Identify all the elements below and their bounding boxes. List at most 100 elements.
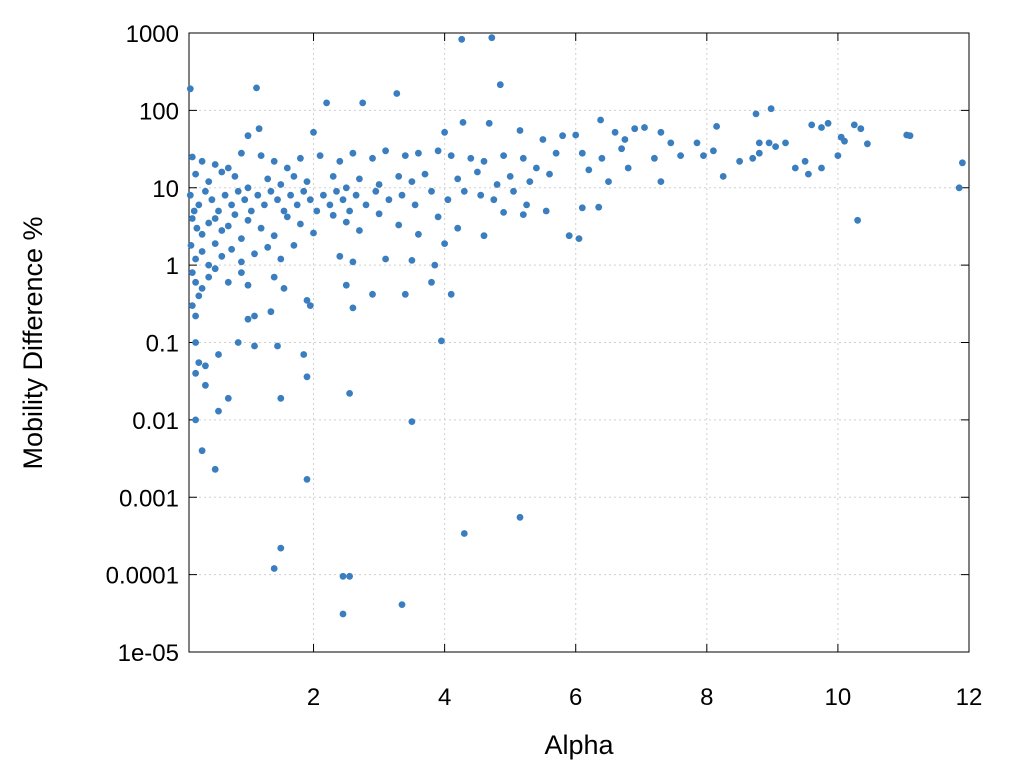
data-point [342,218,350,226]
data-point [546,170,553,178]
data-point [261,201,268,209]
data-point [208,196,216,204]
x-axis-ticks: 2 4 6 8 10 12 [307,33,982,711]
data-point [526,178,534,186]
data-point [198,230,206,238]
data-point [228,245,236,253]
data-point [323,99,330,107]
data-point [198,285,206,292]
data-point [458,35,466,43]
data-point [342,281,350,289]
data-point [516,513,524,521]
data-point [244,315,252,323]
data-point [605,178,612,186]
data-point [408,178,416,186]
data-point [565,232,573,240]
data-point [385,196,393,204]
data-point [356,227,363,234]
data-point [221,191,229,199]
data-point [188,153,196,161]
data-point [254,191,262,199]
data-point [267,187,275,195]
data-point [346,572,353,580]
data-point [251,250,258,258]
data-point [398,601,406,608]
data-point [749,154,757,162]
data-point [460,187,468,195]
data-point [841,137,848,145]
data-point [480,157,488,165]
data-point [211,265,219,273]
data-point [460,530,468,537]
data-point [398,191,406,199]
data-point [187,242,195,249]
data-point [342,184,350,192]
data-point [434,147,442,155]
data-point [297,154,304,162]
data-point [713,123,720,130]
data-point [359,99,367,107]
data-point [290,242,298,249]
data-point [372,187,380,195]
data-point [408,257,416,264]
data-point [506,173,514,180]
data-point [277,255,285,263]
x-tick-label: 6 [569,684,582,711]
data-point [195,359,203,366]
data-point [270,157,278,165]
data-point [621,136,629,143]
x-tick-label: 10 [825,684,852,711]
data-point [539,136,547,143]
data-point [192,416,200,424]
data-point [493,181,501,188]
data-point [395,221,403,229]
data-point [578,204,586,212]
data-point [519,154,527,162]
data-point [188,302,196,309]
data-point [300,187,308,195]
data-point [283,164,291,172]
data-point [313,207,321,215]
data-point [215,407,222,415]
data-point [218,168,226,176]
data-point [349,258,357,266]
data-point [277,181,285,188]
data-point [657,128,665,136]
data-point [459,119,467,126]
x-tick-label: 12 [956,684,983,711]
data-point [500,152,507,160]
y-axis-ticks: 1e-05 0.0001 0.001 0.01 0.1 1 10 100 1000 [106,21,969,667]
data-point [238,258,245,266]
data-point [415,230,422,238]
data-point [824,119,832,127]
data-point [188,215,196,222]
data-point [310,229,317,237]
data-point [346,207,353,215]
data-point [244,281,252,289]
data-point [211,465,219,473]
data-point [215,207,222,215]
x-tick-label: 4 [438,684,451,711]
y-tick-label: 100 [139,98,179,125]
data-point [401,290,409,298]
data-point [192,170,200,178]
data-point [329,211,337,219]
data-point [346,390,353,397]
y-axis-title: Mobility Difference % [18,216,48,469]
data-point [218,227,226,234]
data-point [428,187,435,195]
data-point [408,418,416,425]
data-point [205,219,213,227]
data-point [356,175,363,183]
data-point [454,175,462,183]
data-point [329,173,337,180]
y-tick-label: 0.1 [146,331,179,358]
data-point [382,147,389,155]
data-point [264,175,272,183]
y-tick-label: 1e-05 [118,640,179,667]
data-point [293,201,301,209]
data-point [657,178,665,186]
data-point [369,290,376,298]
data-point [818,124,825,131]
x-tick-label: 2 [307,684,320,711]
